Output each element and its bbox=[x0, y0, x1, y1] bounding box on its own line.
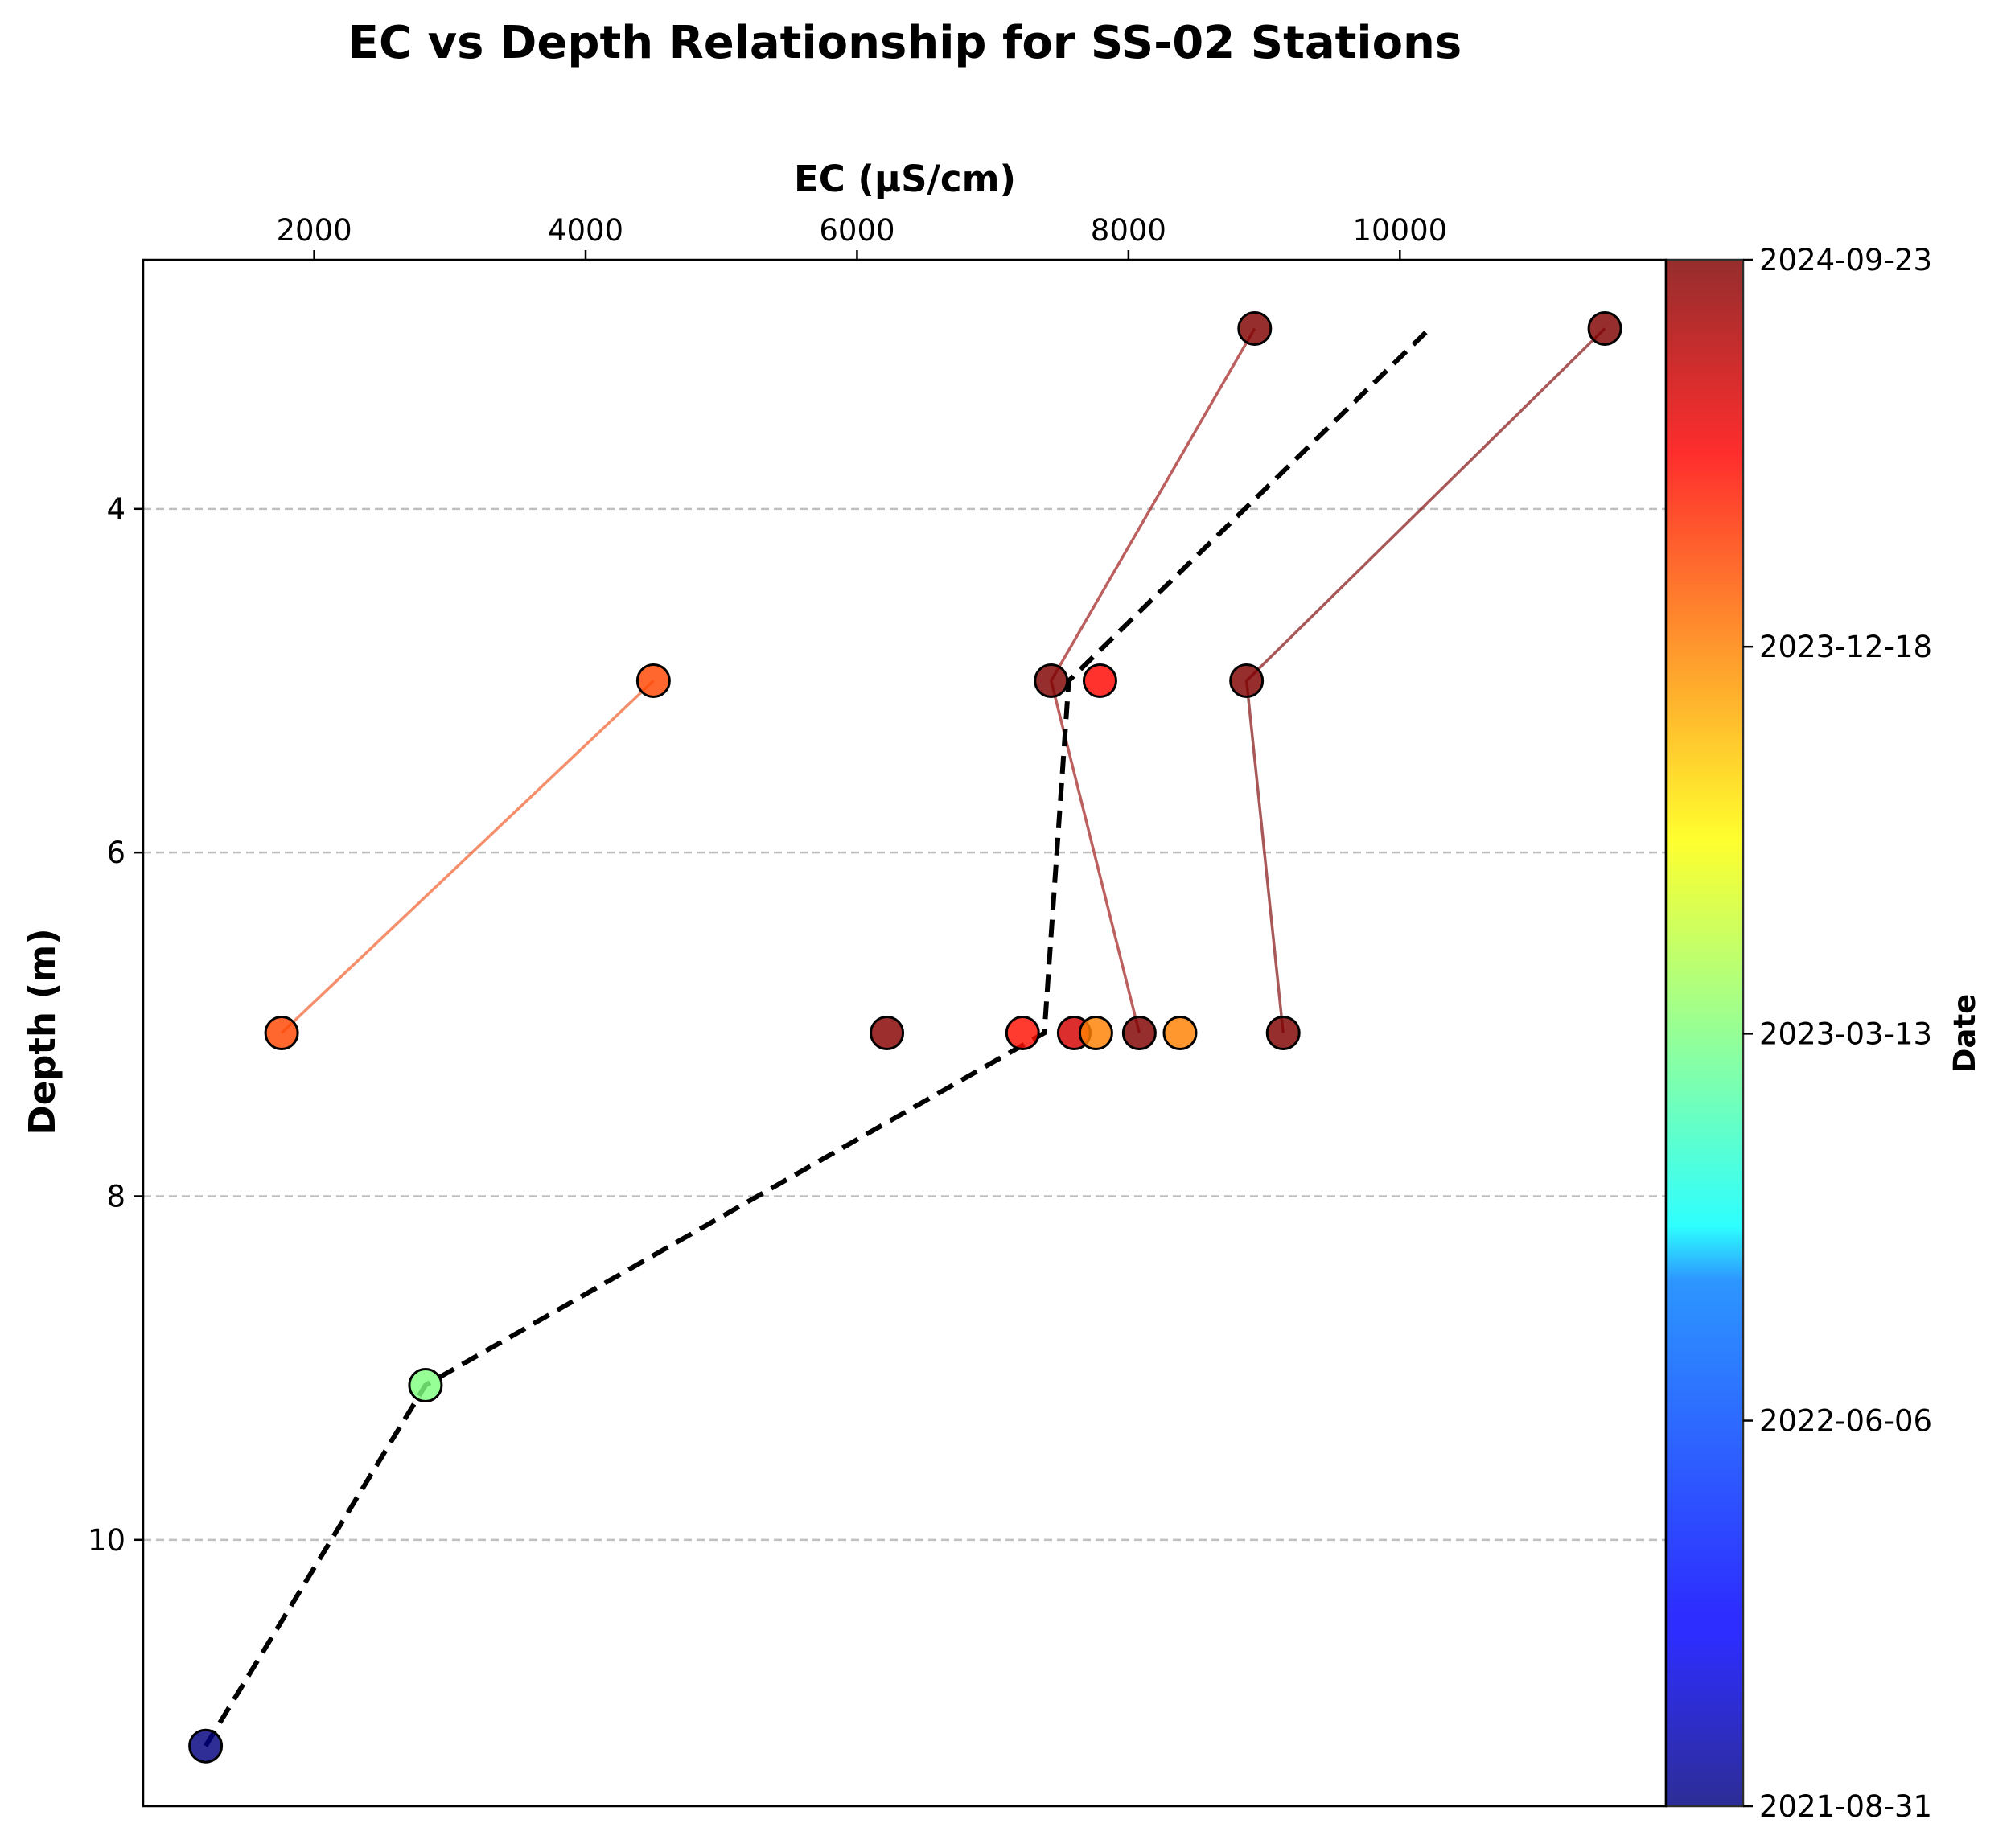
y-tick-label: 4 bbox=[106, 492, 125, 527]
x-axis-label: EC (µS/cm) bbox=[794, 158, 1016, 200]
data-point bbox=[1121, 1016, 1157, 1050]
chart-title: EC vs Depth Relationship for SS-02 Stati… bbox=[348, 17, 1462, 69]
data-point bbox=[1082, 663, 1117, 698]
colorbar-label: Date bbox=[1947, 994, 1982, 1073]
y-tick-label: 6 bbox=[106, 836, 125, 870]
connection-line bbox=[280, 680, 655, 1034]
trend-line bbox=[204, 326, 1432, 1747]
x-axis-ticks: 2000 4000 6000 8000 10000 bbox=[276, 213, 1447, 260]
data-point bbox=[1265, 1016, 1301, 1050]
x-tick-label: 10000 bbox=[1352, 213, 1447, 248]
data-point bbox=[1237, 310, 1273, 346]
data-point bbox=[188, 1728, 224, 1764]
colorbar-tick-label: 2021-08-31 bbox=[1759, 1789, 1932, 1824]
data-point bbox=[1078, 1016, 1113, 1050]
x-tick-label: 8000 bbox=[1091, 213, 1166, 248]
data-point bbox=[1162, 1016, 1198, 1050]
colorbar-ticks: 2021-08-31 2022-06-06 2023-03-13 2023-12-18… bbox=[1743, 243, 1932, 1824]
colorbar-tick-label: 2023-03-13 bbox=[1759, 1016, 1932, 1051]
data-point bbox=[408, 1368, 443, 1403]
colorbar bbox=[1664, 258, 1745, 1808]
data-point bbox=[1005, 1016, 1040, 1050]
data-points bbox=[188, 310, 1622, 1764]
y-tick-label: 8 bbox=[106, 1179, 125, 1214]
data-point bbox=[1587, 310, 1622, 346]
x-tick-label: 4000 bbox=[548, 213, 623, 248]
x-tick-label: 6000 bbox=[819, 213, 894, 248]
connection-lines bbox=[280, 327, 1606, 1034]
data-point bbox=[870, 1016, 905, 1050]
colorbar-tick-label: 2023-12-18 bbox=[1759, 630, 1932, 664]
data-point bbox=[1229, 663, 1265, 698]
x-tick-label: 2000 bbox=[276, 213, 352, 248]
connection-line bbox=[1049, 327, 1256, 1033]
colorbar-tick-label: 2024-09-23 bbox=[1759, 243, 1932, 277]
data-point bbox=[264, 1016, 299, 1050]
data-point bbox=[635, 663, 671, 698]
data-point bbox=[1034, 663, 1069, 698]
connection-line bbox=[1244, 327, 1606, 1033]
y-axis-label: Depth (m) bbox=[21, 928, 64, 1135]
grid-lines bbox=[143, 507, 1666, 1542]
y-axis-ticks: 4 6 8 10 bbox=[88, 492, 143, 1558]
y-tick-label: 10 bbox=[88, 1523, 125, 1558]
colorbar-tick-label: 2022-06-06 bbox=[1759, 1404, 1932, 1439]
